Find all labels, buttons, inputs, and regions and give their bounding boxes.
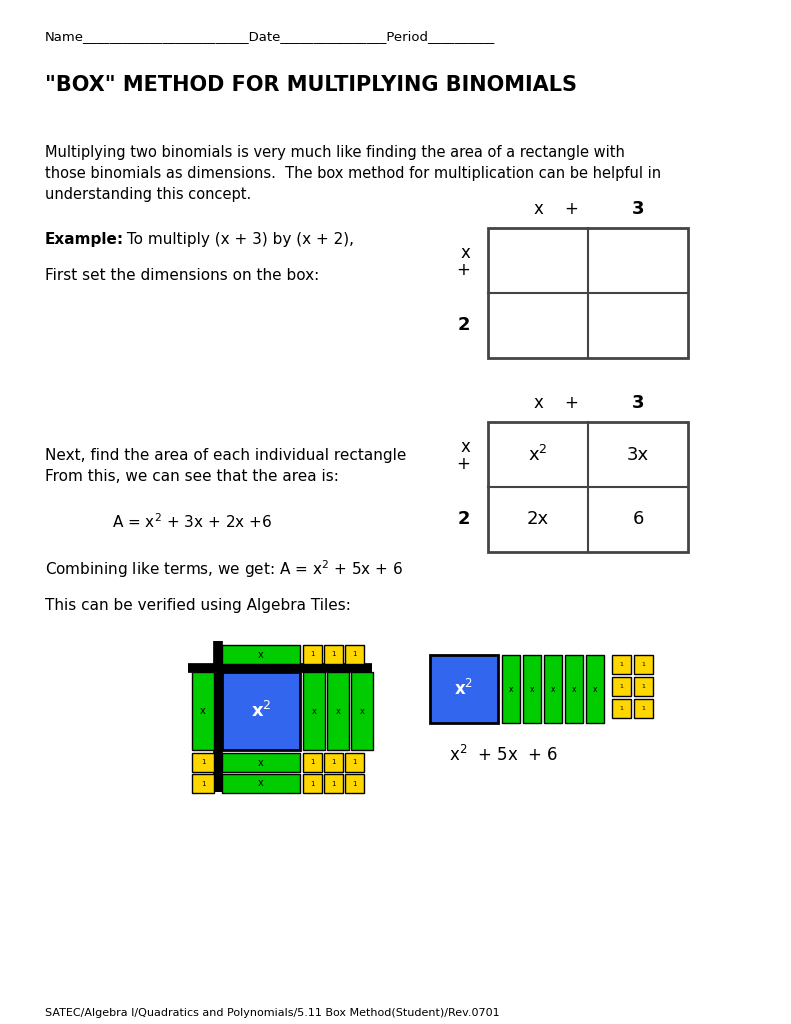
Text: 1: 1 [619, 706, 623, 711]
Bar [523, 655, 541, 723]
Text: 1: 1 [642, 684, 645, 689]
Text: +: + [456, 261, 470, 280]
Text: x$^2$: x$^2$ [454, 679, 474, 699]
Bar [303, 774, 322, 793]
Text: x$^2$  + 5x  + 6: x$^2$ + 5x + 6 [449, 745, 558, 765]
Text: x: x [460, 437, 470, 456]
Bar [222, 753, 300, 772]
Bar [303, 753, 322, 772]
Text: understanding this concept.: understanding this concept. [45, 187, 252, 202]
Bar [634, 677, 653, 696]
Text: 1: 1 [310, 780, 315, 786]
Bar [565, 655, 583, 723]
Bar [345, 645, 364, 664]
Bar [222, 774, 300, 793]
Text: 1: 1 [352, 760, 357, 766]
Text: From this, we can see that the area is:: From this, we can see that the area is: [45, 469, 339, 484]
Bar [222, 672, 300, 750]
Text: x: x [509, 684, 513, 693]
Text: x: x [530, 684, 534, 693]
Text: x: x [312, 707, 316, 716]
Text: SATEC/Algebra I/Quadratics and Polynomials/5.11 Box Method(Student)/Rev.0701: SATEC/Algebra I/Quadratics and Polynomia… [45, 1008, 500, 1018]
Text: 1: 1 [619, 662, 623, 667]
Text: 1: 1 [310, 760, 315, 766]
Text: Example:: Example: [45, 232, 124, 247]
Text: 1: 1 [331, 780, 335, 786]
Text: 6: 6 [632, 511, 644, 528]
Text: 3: 3 [632, 394, 644, 412]
Bar [192, 774, 214, 793]
Text: 1: 1 [331, 760, 335, 766]
Bar [345, 774, 364, 793]
Text: 1: 1 [642, 662, 645, 667]
Text: x: x [335, 707, 340, 716]
Text: x: x [572, 684, 577, 693]
Text: 2: 2 [457, 316, 470, 335]
Text: 2x: 2x [527, 511, 549, 528]
Bar [303, 672, 325, 750]
Bar [351, 672, 373, 750]
Text: 1: 1 [642, 706, 645, 711]
Text: x: x [533, 394, 543, 412]
Bar [324, 774, 343, 793]
Text: x: x [460, 244, 470, 262]
Text: x: x [533, 200, 543, 218]
Text: 1: 1 [352, 780, 357, 786]
Bar [612, 677, 631, 696]
Text: A = x$^2$ + 3x + 2x +6: A = x$^2$ + 3x + 2x +6 [112, 512, 272, 530]
Text: This can be verified using Algebra Tiles:: This can be verified using Algebra Tiles… [45, 598, 351, 613]
Text: +: + [564, 200, 578, 218]
Bar [303, 645, 322, 664]
Text: x$^2$: x$^2$ [251, 701, 271, 721]
Text: x: x [592, 684, 597, 693]
Text: Name_________________________Date________________Period__________: Name_________________________Date_______… [45, 30, 495, 43]
Text: First set the dimensions on the box:: First set the dimensions on the box: [45, 268, 320, 283]
Bar [488, 228, 688, 358]
Bar [544, 655, 562, 723]
Bar [634, 655, 653, 674]
Bar [222, 645, 300, 664]
Text: those binomials as dimensions.  The box method for multiplication can be helpful: those binomials as dimensions. The box m… [45, 166, 661, 181]
Text: 1: 1 [310, 651, 315, 657]
Text: Multiplying two binomials is very much like finding the area of a rectangle with: Multiplying two binomials is very much l… [45, 145, 625, 160]
Text: x: x [200, 706, 206, 716]
Text: To multiply (x + 3) by (x + 2),: To multiply (x + 3) by (x + 2), [122, 232, 354, 247]
Bar [345, 753, 364, 772]
Text: Next, find the area of each individual rectangle: Next, find the area of each individual r… [45, 449, 407, 463]
Text: 1: 1 [331, 651, 335, 657]
Text: x: x [551, 684, 555, 693]
Text: 2: 2 [457, 511, 470, 528]
Bar [586, 655, 604, 723]
Text: x: x [258, 649, 264, 659]
Bar [502, 655, 520, 723]
Bar [324, 753, 343, 772]
Bar [612, 655, 631, 674]
Text: "BOX" METHOD FOR MULTIPLYING BINOMIALS: "BOX" METHOD FOR MULTIPLYING BINOMIALS [45, 75, 577, 95]
Text: 1: 1 [619, 684, 623, 689]
Bar [192, 753, 214, 772]
Text: 1: 1 [201, 760, 205, 766]
Text: Combining like terms, we get: A = x$^2$ + 5x + 6: Combining like terms, we get: A = x$^2$ … [45, 558, 403, 580]
Bar [324, 645, 343, 664]
Text: +: + [456, 456, 470, 473]
Text: x: x [359, 707, 365, 716]
Text: 1: 1 [352, 651, 357, 657]
Bar [634, 699, 653, 718]
Text: 3x: 3x [627, 445, 649, 464]
Text: x: x [258, 758, 264, 768]
Bar [327, 672, 349, 750]
Text: 1: 1 [201, 780, 205, 786]
Text: x: x [258, 778, 264, 788]
Text: 3: 3 [632, 200, 644, 218]
Bar [192, 672, 214, 750]
Text: x$^2$: x$^2$ [528, 444, 548, 465]
Bar [612, 699, 631, 718]
Bar [488, 422, 688, 552]
Bar [430, 655, 498, 723]
Text: +: + [564, 394, 578, 412]
